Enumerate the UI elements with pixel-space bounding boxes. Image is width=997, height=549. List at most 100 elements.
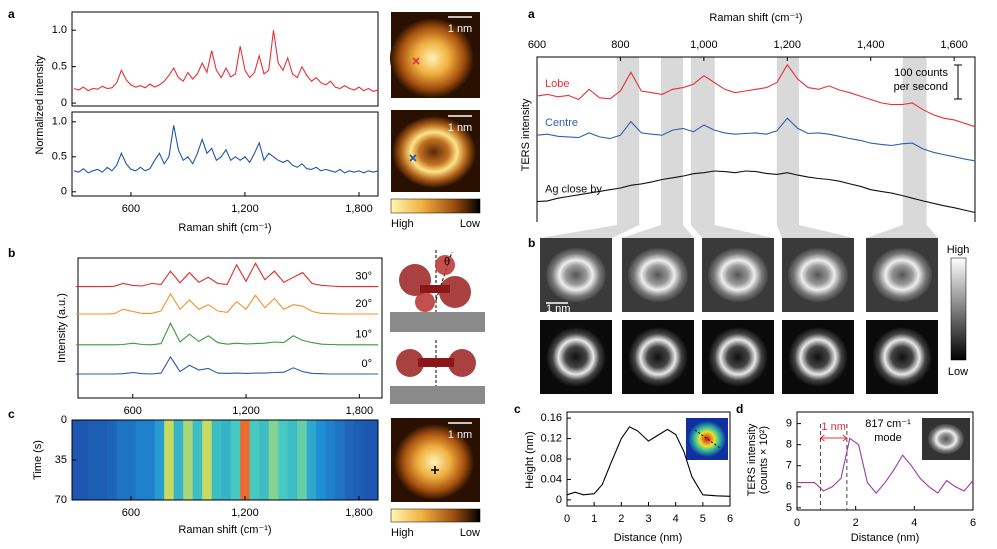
series-line bbox=[76, 322, 379, 346]
heatmap-cell bbox=[297, 420, 308, 500]
stm-image: 1 nm bbox=[390, 12, 480, 98]
y-tick-label: 8 bbox=[786, 439, 792, 451]
x-tick-label: 1,800 bbox=[346, 405, 374, 417]
series-line bbox=[73, 125, 379, 174]
x-tick-label: 600 bbox=[528, 39, 546, 51]
x-tick-label: 4 bbox=[911, 517, 917, 529]
x-tick-label: 2 bbox=[853, 517, 859, 529]
y-axis-label: Height (nm) bbox=[524, 431, 536, 488]
heatmap-cell bbox=[287, 420, 298, 500]
x-tick-label: 3 bbox=[645, 513, 651, 525]
y-tick-label: 7 bbox=[786, 460, 792, 472]
series-line bbox=[566, 426, 731, 497]
band bbox=[776, 57, 799, 225]
inset-image bbox=[686, 418, 970, 460]
heatmap-cell bbox=[363, 420, 374, 500]
band bbox=[617, 57, 640, 225]
panel-label: a bbox=[8, 7, 15, 21]
plot-frame bbox=[796, 411, 974, 511]
series-label: 20° bbox=[355, 298, 372, 310]
heatmap-cell bbox=[316, 420, 327, 500]
y-tick-label: 0.12 bbox=[541, 432, 562, 444]
y-axis-label: TERS intensity bbox=[520, 98, 532, 171]
heatmap-cell bbox=[278, 420, 289, 500]
band-connector bbox=[690, 225, 774, 238]
colorbar-label: High bbox=[391, 527, 414, 539]
band-connector bbox=[776, 225, 854, 238]
y-tick-label: 0.16 bbox=[541, 412, 562, 424]
x-tick-label: 0 bbox=[564, 513, 570, 525]
scale-bar bbox=[954, 64, 962, 100]
band-connector bbox=[540, 225, 640, 238]
heatmap-cell bbox=[145, 420, 156, 500]
heatmap-cell bbox=[164, 420, 175, 500]
y-tick-label: 35 bbox=[55, 454, 67, 466]
annotation: 100 counts bbox=[894, 67, 948, 79]
y-axis-label: Normalized intensity bbox=[34, 55, 46, 155]
y-tick-label: 70 bbox=[55, 494, 67, 506]
x-tick-label: 1,200 bbox=[232, 405, 260, 417]
heatmap-cell bbox=[344, 420, 355, 500]
band bbox=[660, 57, 683, 225]
colorbar-label: High bbox=[947, 244, 970, 256]
y-tick-label: 0.5 bbox=[52, 61, 67, 73]
y-tick-label: 0 bbox=[61, 97, 67, 109]
heatmap-cell bbox=[78, 420, 89, 500]
simulated-map bbox=[872, 327, 932, 387]
y-axis-label: Intensity (a.u.) bbox=[56, 293, 68, 363]
x-axis-label: Distance (nm) bbox=[614, 532, 682, 544]
panel-label: b bbox=[8, 246, 15, 260]
ters-map bbox=[872, 248, 932, 302]
heatmap-cell bbox=[107, 420, 118, 500]
series-label: 30° bbox=[355, 271, 372, 283]
band bbox=[690, 57, 715, 225]
heatmap-cell bbox=[97, 420, 108, 500]
x-tick-label: 1,200 bbox=[231, 203, 259, 215]
colorbar-label: Low bbox=[460, 218, 480, 230]
heatmap-cell bbox=[268, 420, 279, 500]
y-tick-label: 0 bbox=[61, 186, 67, 198]
stm-image: 1 nm High Low bbox=[390, 110, 481, 230]
x-tick-label: 800 bbox=[611, 39, 629, 51]
x-tick-label: 0 bbox=[794, 517, 800, 529]
heatmap-cell bbox=[230, 420, 241, 500]
heatmap-cell bbox=[211, 420, 222, 500]
panel-label: b bbox=[528, 236, 535, 250]
heatmap-cell bbox=[202, 420, 213, 500]
heatmap-cell bbox=[192, 420, 203, 500]
heatmap-cell bbox=[88, 420, 99, 500]
series-line bbox=[536, 117, 976, 162]
x-tick-label: 1,200 bbox=[231, 507, 259, 519]
series-line bbox=[76, 292, 379, 315]
series-line bbox=[536, 170, 976, 214]
series-line bbox=[797, 437, 974, 494]
x-tick-label: 1,000 bbox=[690, 39, 718, 51]
colorbar-label: Low bbox=[948, 366, 968, 378]
x-tick-label: 2 bbox=[618, 513, 624, 525]
x-tick-label: 1,200 bbox=[774, 39, 802, 51]
annotation: per second bbox=[894, 81, 948, 93]
scale-label: 1 nm bbox=[448, 122, 472, 134]
x-tick-label: 4 bbox=[673, 513, 679, 525]
heatmap-cell bbox=[154, 420, 165, 500]
x-tick-label: 1,800 bbox=[345, 507, 373, 519]
scale-label: 1 nm bbox=[448, 429, 472, 441]
y-tick-label: 0 bbox=[556, 494, 562, 506]
heatmap-cell bbox=[373, 420, 379, 500]
plot-frame bbox=[77, 257, 383, 399]
colorbar-label: High bbox=[391, 218, 414, 230]
series-line bbox=[73, 30, 379, 92]
x-tick-label: 600 bbox=[124, 405, 142, 417]
series-label: Ag close by bbox=[545, 183, 602, 195]
x-tick-label: 1,600 bbox=[940, 39, 968, 51]
y-axis-label: (counts × 10²) bbox=[758, 426, 770, 494]
series-label: Centre bbox=[545, 117, 578, 129]
panel-label: d bbox=[736, 402, 743, 416]
series-line bbox=[536, 63, 976, 128]
y-tick-label: 1.0 bbox=[52, 116, 67, 128]
y-tick-label: 5 bbox=[786, 502, 792, 514]
x-axis-label: Distance (nm) bbox=[851, 532, 919, 544]
heatmap-cell bbox=[259, 420, 270, 500]
x-tick-label: 1 bbox=[591, 513, 597, 525]
